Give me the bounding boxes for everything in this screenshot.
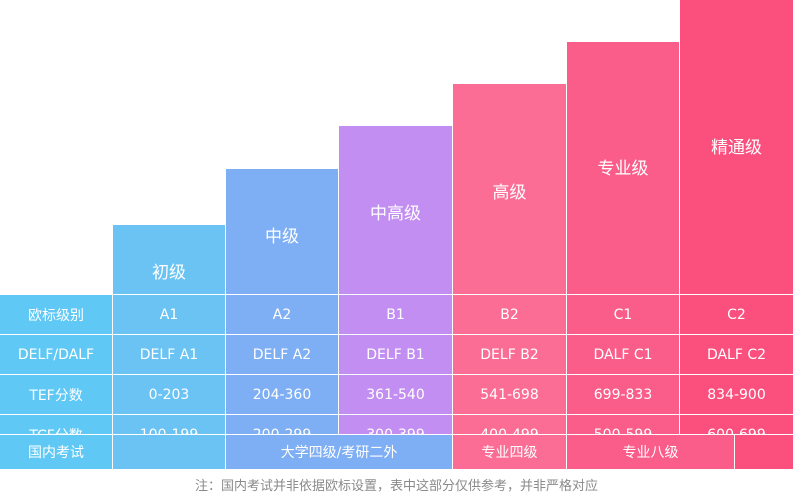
level-block-c1: 专业级 bbox=[567, 42, 679, 295]
grid-line bbox=[452, 0, 453, 469]
level-title-b2: 高级 bbox=[492, 183, 527, 203]
row-label-delf: DELF/DALF bbox=[0, 335, 112, 374]
cell-delf-a1: DELF A1 bbox=[113, 335, 225, 374]
level-title-a1: 初级 bbox=[152, 263, 186, 283]
cell-tef-c2: 834-900 bbox=[680, 375, 793, 414]
row-label-domestic: 国内考试 bbox=[0, 435, 112, 469]
level-title-b1: 中高级 bbox=[370, 204, 421, 224]
grid-line bbox=[0, 374, 793, 375]
cell-domestic-cet: 大学四级/考研二外 bbox=[226, 435, 452, 469]
grid-line bbox=[566, 0, 567, 469]
cell-domestic-tem4: 专业四级 bbox=[453, 435, 566, 469]
cell-cefr-b2: B2 bbox=[453, 295, 566, 334]
level-block-b1: 中高级 bbox=[339, 126, 452, 295]
row-label-tef: TEF分数 bbox=[0, 375, 112, 414]
level-title-a2: 中级 bbox=[265, 227, 299, 247]
footnote: 注：国内考试并非依据欧标设置，表中这部分仅供参考，并非严格对应 bbox=[194, 479, 598, 494]
cell-delf-c2: DALF C2 bbox=[680, 335, 793, 374]
cell-tef-b1: 361-540 bbox=[339, 375, 452, 414]
level-block-a1: 初级 bbox=[113, 225, 225, 295]
grid-line bbox=[0, 414, 793, 415]
grid-line bbox=[734, 435, 735, 469]
cell-cefr-c1: C1 bbox=[567, 295, 679, 334]
level-title-c1: 专业级 bbox=[597, 159, 649, 179]
cell-delf-b2: DELF B2 bbox=[453, 335, 566, 374]
cell-delf-b1: DELF B1 bbox=[339, 335, 452, 374]
row-label-cefr: 欧标级别 bbox=[0, 295, 112, 334]
cell-domestic-tem8: 专业八级 bbox=[567, 435, 734, 469]
grid-line bbox=[338, 0, 339, 434]
grid-line bbox=[225, 0, 226, 469]
cell-domestic-tail bbox=[735, 435, 793, 469]
grid-line bbox=[112, 0, 113, 469]
cell-cefr-b1: B1 bbox=[339, 295, 452, 334]
cell-delf-c1: DALF C1 bbox=[567, 335, 679, 374]
cell-cefr-c2: C2 bbox=[680, 295, 793, 334]
grid-line bbox=[679, 0, 680, 434]
cell-domestic-empty bbox=[113, 435, 225, 469]
level-block-c2: 精通级 bbox=[680, 0, 793, 295]
grid-line bbox=[0, 434, 793, 435]
grid-line bbox=[0, 334, 793, 335]
level-block-a2: 中级 bbox=[226, 169, 338, 295]
level-block-b2: 高级 bbox=[453, 84, 566, 295]
cell-cefr-a1: A1 bbox=[113, 295, 225, 334]
cell-cefr-a2: A2 bbox=[226, 295, 338, 334]
grid-line bbox=[0, 294, 793, 295]
cell-tef-c1: 699-833 bbox=[567, 375, 679, 414]
level-title-c2: 精通级 bbox=[711, 138, 762, 158]
cell-tef-b2: 541-698 bbox=[453, 375, 566, 414]
cell-tef-a1: 0-203 bbox=[113, 375, 225, 414]
cell-delf-a2: DELF A2 bbox=[226, 335, 338, 374]
cell-tef-a2: 204-360 bbox=[226, 375, 338, 414]
